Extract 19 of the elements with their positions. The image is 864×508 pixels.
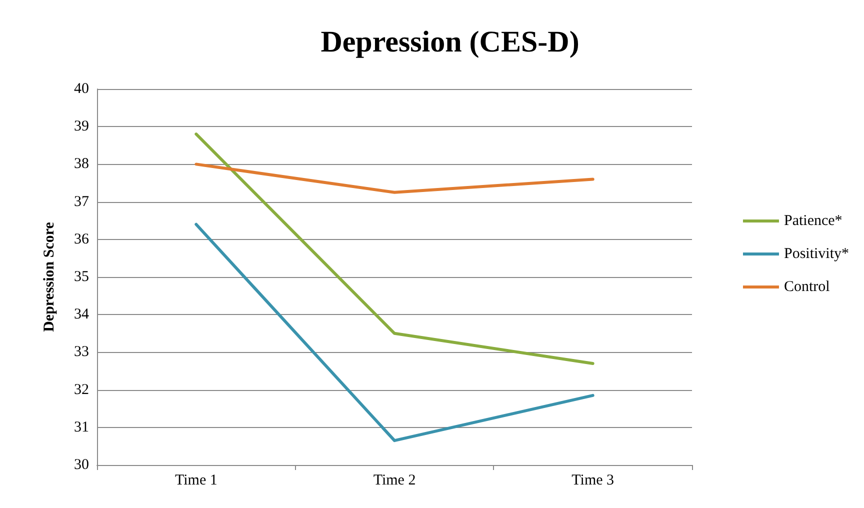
y-tick-label: 33 xyxy=(74,344,89,360)
y-tick-label: 40 xyxy=(74,81,89,97)
x-tick-label: Time 2 xyxy=(373,472,416,488)
x-tick-label: Time 1 xyxy=(174,472,218,488)
legend-label: Positivity* xyxy=(784,246,850,262)
y-tick-label: 32 xyxy=(74,382,89,398)
chart-title: Depression (CES-D) xyxy=(320,26,580,58)
y-tick-label: 38 xyxy=(74,156,89,172)
y-tick-label: 31 xyxy=(74,419,89,436)
y-tick-label: 37 xyxy=(74,194,90,210)
legend-label: Control xyxy=(784,279,830,295)
y-tick-label: 39 xyxy=(74,118,89,135)
y-axis-title: Depression Score xyxy=(42,222,58,332)
y-tick-label: 30 xyxy=(74,457,89,473)
x-tick-label: Time 3 xyxy=(572,472,614,488)
y-tick-label: 34 xyxy=(74,306,90,323)
y-tick-label: 35 xyxy=(74,269,89,285)
y-tick-label: 36 xyxy=(74,231,90,248)
legend-label: Patience* xyxy=(784,213,842,229)
